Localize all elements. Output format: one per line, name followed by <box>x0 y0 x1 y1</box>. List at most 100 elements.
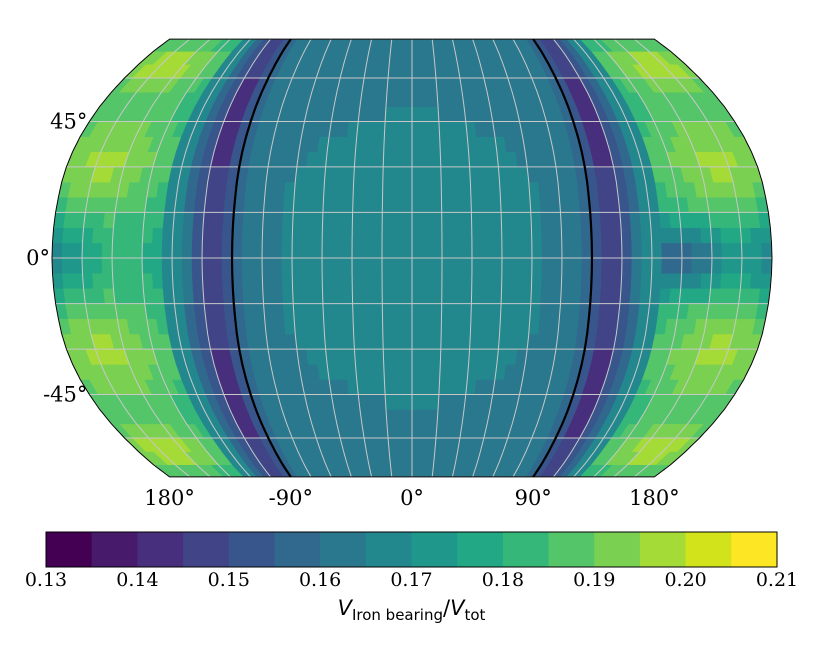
heatmap-cell <box>688 212 702 228</box>
heatmap-cell <box>261 242 273 259</box>
heatmap-cell <box>471 212 482 228</box>
heatmap-cell <box>431 303 443 320</box>
heatmap-cell <box>324 166 336 183</box>
heatmap-cell <box>362 303 374 320</box>
heatmap-cell <box>393 106 404 122</box>
heatmap-cell <box>271 227 283 244</box>
heatmap-cell <box>540 288 552 304</box>
heatmap-cell <box>621 257 633 274</box>
heatmap-cell <box>321 227 333 244</box>
heatmap-cell <box>478 166 491 183</box>
heatmap-cell <box>392 318 403 335</box>
heatmap-cell <box>570 288 582 304</box>
heatmap-cell <box>281 272 293 289</box>
heatmap-cell <box>418 39 427 52</box>
heatmap-cell <box>213 196 226 213</box>
heatmap-cell <box>560 212 572 228</box>
heatmap-cell <box>430 136 441 152</box>
heatmap-cell <box>253 39 272 52</box>
heatmap-cell <box>343 166 355 183</box>
heatmap-cell <box>420 394 431 410</box>
heatmap-cell <box>429 106 440 122</box>
heatmap-cell <box>441 227 453 244</box>
heatmap-cell <box>282 212 294 228</box>
heatmap-cell <box>391 242 403 259</box>
heatmap-cell <box>450 166 461 183</box>
heatmap-cell <box>421 181 432 198</box>
heatmap-cell <box>561 242 573 259</box>
colorbar-swatch <box>365 532 413 567</box>
heatmap-cell <box>341 242 353 259</box>
heatmap-cell <box>132 227 144 244</box>
heatmap-cell <box>710 227 722 244</box>
heatmap-cell <box>321 272 333 289</box>
heatmap-cell <box>566 39 586 52</box>
heatmap-cell <box>253 303 265 320</box>
colorbar-label-denom-sub: tot <box>464 606 485 624</box>
heatmap-cell <box>402 151 413 168</box>
heatmap-cell <box>419 77 430 93</box>
heatmap-cell <box>191 272 204 289</box>
heatmap-cell <box>420 121 431 137</box>
heatmap-cell <box>384 121 395 137</box>
heatmap-cell <box>211 242 223 259</box>
heatmap-cell <box>381 242 393 259</box>
heatmap-cell <box>630 272 642 289</box>
lon-tick-label: 180° <box>629 486 680 510</box>
heatmap-cell <box>641 257 653 274</box>
heatmap-cell <box>447 121 459 137</box>
heatmap-cell <box>261 272 273 289</box>
heatmap-cell <box>649 288 662 304</box>
heatmap-cell <box>363 333 374 350</box>
heatmap-cell <box>161 257 173 274</box>
heatmap-cell <box>363 151 375 168</box>
heatmap-cell <box>391 227 403 244</box>
colorbar-label: VIron bearing/Vtot <box>338 596 486 624</box>
heatmap-cell <box>391 196 403 213</box>
heatmap-cell <box>272 212 284 228</box>
colorbar-swatch <box>457 532 504 567</box>
heatmap-cell <box>620 272 633 289</box>
heatmap-cell <box>251 272 263 289</box>
heatmap-cell <box>690 227 702 244</box>
heatmap-cell <box>599 212 612 228</box>
heatmap-cell <box>411 77 421 93</box>
heatmap-cell <box>352 303 364 320</box>
heatmap-cell <box>404 464 413 477</box>
heatmap-cell <box>498 166 510 183</box>
heatmap-cell <box>302 303 315 320</box>
heatmap-cell <box>640 39 665 52</box>
heatmap-cell <box>598 196 611 213</box>
heatmap-cell <box>322 196 334 213</box>
heatmap-cell <box>411 151 422 168</box>
heatmap-cell <box>351 242 363 259</box>
heatmap-cell <box>419 423 430 439</box>
heatmap-cell <box>540 212 552 228</box>
heatmap-cell <box>437 394 449 410</box>
heatmap-cell <box>421 333 432 350</box>
heatmap-cell <box>182 227 194 244</box>
heatmap-cell <box>71 257 83 274</box>
heatmap-cell <box>439 151 451 168</box>
heatmap-cell <box>332 39 346 52</box>
heatmap-cell <box>393 121 404 137</box>
heatmap-cell <box>570 212 582 228</box>
heatmap-cell <box>302 288 314 304</box>
heatmap-cell <box>710 272 722 289</box>
heatmap-cell <box>549 303 561 320</box>
heatmap-cell <box>364 364 376 380</box>
heatmap-cell <box>541 242 553 259</box>
heatmap-cell <box>162 227 174 244</box>
heatmap-cell <box>372 318 384 335</box>
heatmap-cell <box>342 212 353 228</box>
heatmap-cell <box>761 257 772 274</box>
heatmap-cell <box>382 39 393 52</box>
heatmap-cell <box>431 227 443 244</box>
heatmap-cell <box>392 181 403 198</box>
heatmap-cell <box>670 227 682 244</box>
heatmap-cell <box>281 227 293 244</box>
heatmap-cell <box>651 242 663 259</box>
heatmap-cell <box>351 227 363 244</box>
heatmap-cell <box>420 136 432 152</box>
heatmap-cell <box>411 464 420 477</box>
